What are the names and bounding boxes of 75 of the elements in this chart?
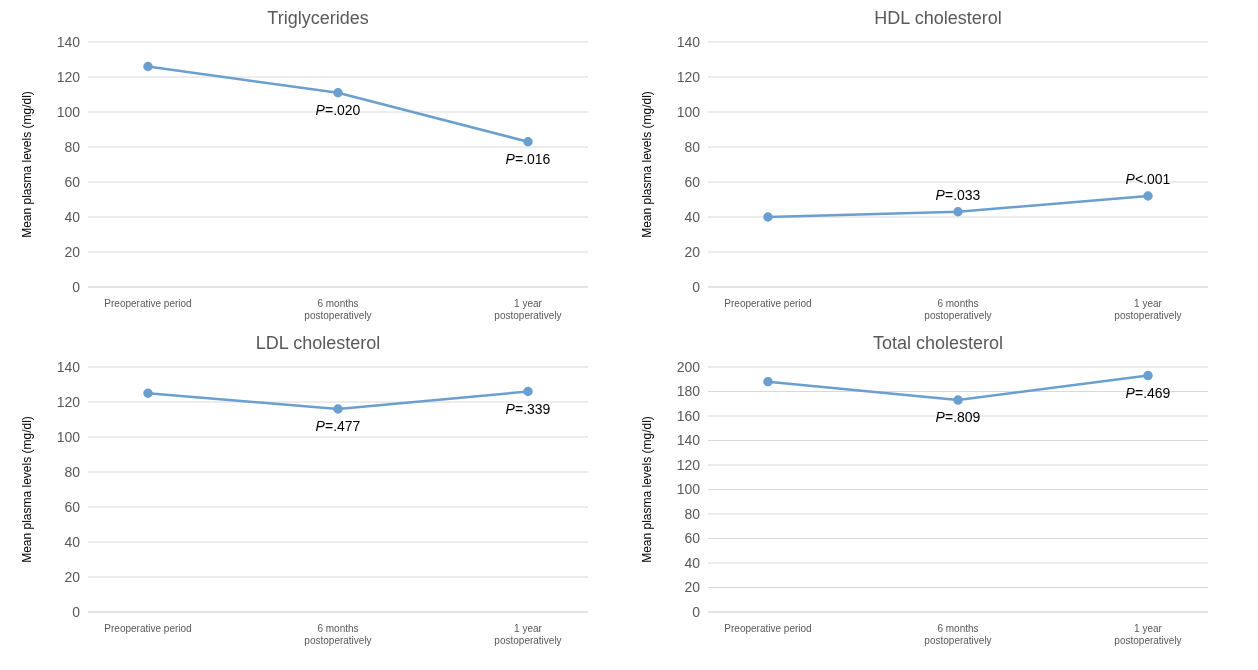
point bbox=[143, 61, 153, 72]
point bbox=[763, 376, 773, 387]
x-tick-label: Preoperative period bbox=[104, 623, 192, 634]
point bbox=[143, 388, 153, 398]
x-tick-label: 1 year postoperatively bbox=[1114, 623, 1182, 646]
annotation: P<.001 bbox=[1125, 171, 1171, 187]
annotation: P=.033 bbox=[935, 186, 981, 203]
y-tick-label: 80 bbox=[684, 505, 701, 522]
y-tick-label: 120 bbox=[56, 68, 81, 85]
x-tick-label: 6 months postoperatively bbox=[304, 623, 372, 646]
chart-title: Total cholesterol bbox=[871, 333, 1005, 355]
y-tick-label: 100 bbox=[676, 481, 701, 498]
y-tick-label: 140 bbox=[56, 33, 81, 50]
annotation: P=.339 bbox=[505, 400, 551, 417]
annotation: P=.477 bbox=[315, 418, 361, 434]
point bbox=[333, 404, 343, 414]
y-tick-label: 100 bbox=[56, 428, 81, 445]
x-tick-label: 6 months postoperatively bbox=[924, 623, 992, 646]
y-tick-label: 40 bbox=[684, 554, 701, 571]
y-tick-label: 40 bbox=[64, 533, 81, 550]
y-tick-label: 80 bbox=[684, 138, 701, 155]
point bbox=[953, 395, 963, 405]
y-tick-label: 100 bbox=[676, 103, 701, 120]
y-tick-label: 120 bbox=[676, 456, 701, 473]
y-tick-label: 0 bbox=[72, 603, 81, 620]
y-tick-label: 120 bbox=[676, 68, 701, 85]
y-axis-title: Mean plasma levels (mg/dl) bbox=[640, 416, 655, 563]
y-tick-label: 60 bbox=[684, 173, 701, 190]
y-tick-label: 40 bbox=[64, 208, 81, 225]
y-tick-label: 100 bbox=[56, 103, 81, 120]
y-tick-label: 0 bbox=[692, 603, 701, 620]
y-tick-label: 160 bbox=[676, 407, 701, 424]
point bbox=[763, 212, 773, 222]
y-tick-label: 140 bbox=[676, 33, 701, 50]
x-tick-label: Preoperative period bbox=[724, 298, 812, 309]
annotation: P=.809 bbox=[935, 409, 981, 426]
point bbox=[523, 137, 533, 147]
y-axis-title: Mean plasma levels (mg/dl) bbox=[20, 416, 35, 563]
x-tick-label: Preoperative period bbox=[104, 298, 192, 309]
chart-title: LDL cholesterol bbox=[254, 333, 382, 355]
y-tick-label: 0 bbox=[72, 278, 81, 295]
chart-title: HDL cholesterol bbox=[873, 8, 1003, 30]
annotation: P=.020 bbox=[315, 101, 361, 118]
y-axis-title: Mean plasma levels (mg/dl) bbox=[20, 91, 35, 238]
annotation: P=.016 bbox=[505, 150, 551, 167]
x-tick-label: 1 year postoperatively bbox=[494, 298, 562, 321]
y-tick-label: 60 bbox=[684, 530, 701, 547]
x-tick-label: 1 year postoperatively bbox=[494, 623, 562, 646]
point bbox=[1143, 191, 1153, 201]
y-tick-label: 20 bbox=[64, 243, 81, 260]
chart-title: Triglycerides bbox=[266, 8, 370, 30]
x-tick-label: 1 year postoperatively bbox=[1114, 298, 1182, 321]
x-tick-label: 6 months postoperatively bbox=[304, 298, 372, 321]
y-tick-label: 20 bbox=[684, 243, 701, 260]
y-tick-label: 20 bbox=[684, 579, 701, 596]
y-tick-label: 0 bbox=[692, 278, 701, 295]
y-tick-label: 80 bbox=[64, 463, 81, 480]
y-tick-label: 20 bbox=[64, 568, 81, 585]
annotation: P=.469 bbox=[1125, 384, 1171, 401]
y-tick-label: 40 bbox=[684, 208, 701, 225]
y-tick-label: 60 bbox=[64, 498, 81, 515]
y-tick-label: 80 bbox=[64, 138, 81, 155]
x-tick-label: 6 months postoperatively bbox=[924, 298, 992, 321]
y-tick-label: 180 bbox=[676, 383, 701, 400]
y-axis-title: Mean plasma levels (mg/dl) bbox=[640, 91, 655, 238]
y-tick-label: 120 bbox=[56, 393, 81, 410]
point bbox=[523, 386, 533, 397]
point bbox=[953, 207, 963, 217]
y-tick-label: 140 bbox=[676, 432, 701, 449]
point bbox=[1143, 370, 1153, 381]
point bbox=[333, 88, 343, 98]
y-tick-label: 200 bbox=[676, 358, 701, 375]
x-tick-label: Preoperative period bbox=[724, 623, 812, 634]
y-tick-label: 60 bbox=[64, 173, 81, 190]
y-tick-label: 140 bbox=[56, 358, 81, 375]
